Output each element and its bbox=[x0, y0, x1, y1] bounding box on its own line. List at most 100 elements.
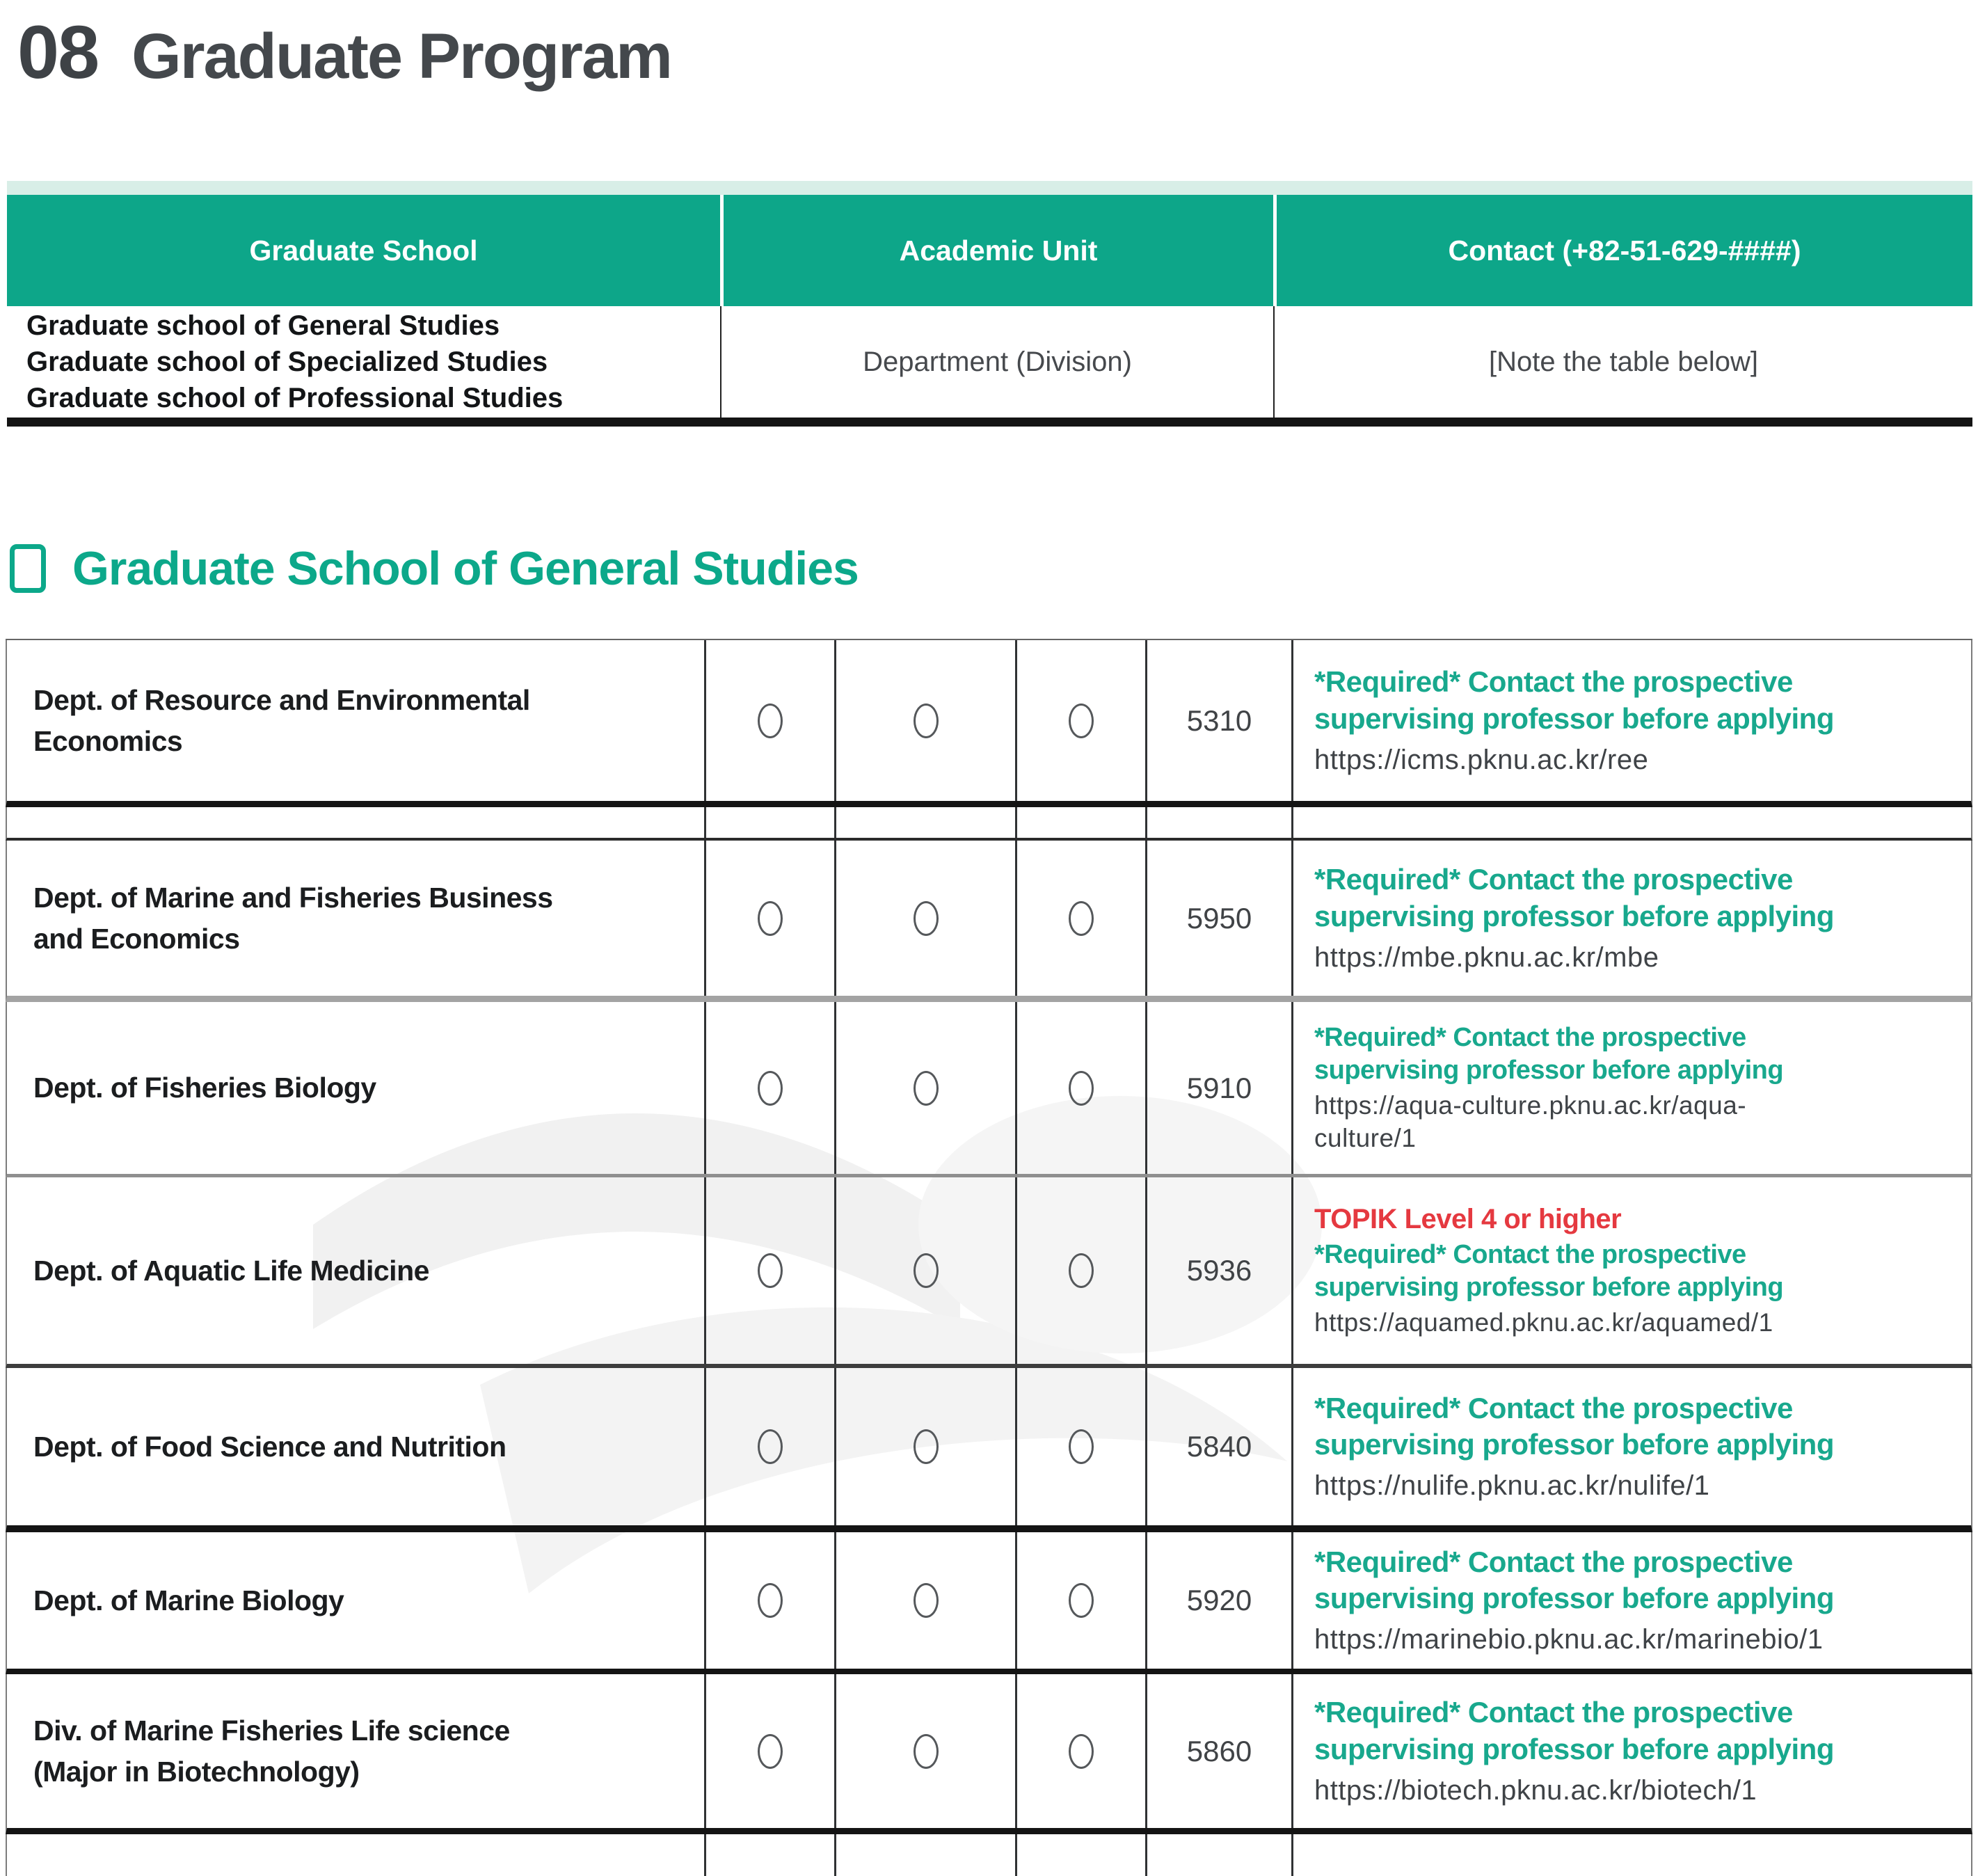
table-row: Dept. of Resource and Environmental Econ… bbox=[6, 640, 1972, 807]
table-row: Dept. of Food Science and Nutrition 5840… bbox=[6, 1368, 1972, 1532]
required-note: *Required* Contact the prospective super… bbox=[1314, 863, 1835, 932]
spacer-row bbox=[6, 807, 1972, 841]
contact-cell: *Required* Contact the prospective super… bbox=[1291, 841, 1971, 996]
circle-mark-icon bbox=[758, 900, 783, 936]
overview-table-header: Graduate School Academic Unit Contact (+… bbox=[7, 195, 1972, 306]
table-row: Dept. of Marine and Fisheries Business a… bbox=[6, 841, 1972, 1002]
availability-cell bbox=[1015, 1177, 1145, 1364]
column-header-academic-unit: Academic Unit bbox=[724, 195, 1273, 306]
required-note: *Required* Contact the prospective super… bbox=[1314, 1545, 1835, 1614]
empty-cell bbox=[704, 1834, 834, 1876]
circle-mark-icon bbox=[1069, 1583, 1094, 1618]
section-number: 08 bbox=[17, 10, 99, 94]
availability-cell bbox=[704, 1532, 834, 1669]
table-row: Dept. of Aquatic Life Medicine 5936 TOPI… bbox=[6, 1177, 1972, 1368]
required-note: *Required* Contact the prospective super… bbox=[1314, 1023, 1784, 1086]
availability-cell bbox=[834, 1674, 1015, 1828]
availability-cell bbox=[834, 1177, 1015, 1364]
circle-mark-icon bbox=[913, 900, 939, 936]
department-name: Div. of Marine Fisheries Life science (M… bbox=[33, 1715, 510, 1788]
availability-cell bbox=[704, 1177, 834, 1364]
section-heading-label: Graduate School of General Studies bbox=[72, 542, 859, 595]
empty-cell bbox=[1291, 807, 1971, 838]
availability-cell bbox=[834, 1002, 1015, 1174]
circle-mark-icon bbox=[758, 703, 783, 738]
section-heading: Graduate School of General Studies bbox=[10, 541, 859, 596]
empty-cell bbox=[1291, 1834, 1971, 1876]
contact-cell: *Required* Contact the prospective super… bbox=[1291, 640, 1971, 801]
availability-cell bbox=[704, 1674, 834, 1828]
phone-extension: 5920 bbox=[1145, 1532, 1291, 1669]
department-name: Dept. of Food Science and Nutrition bbox=[33, 1430, 507, 1463]
column-header-contact: Contact (+82-51-629-####) bbox=[1277, 195, 1972, 306]
phone-extension: 5936 bbox=[1145, 1177, 1291, 1364]
department-name: Dept. of Marine and Fisheries Business a… bbox=[33, 882, 553, 955]
table-row: Dept. of Marine Biology 5920 *Required* … bbox=[6, 1532, 1972, 1674]
department-url: https://aquamed.pknu.ac.kr/aquamed/1 bbox=[1314, 1307, 1773, 1337]
availability-cell bbox=[704, 1368, 834, 1525]
overview-table-row: Graduate school of General Studies Gradu… bbox=[7, 306, 1972, 427]
table-row: Div. of Marine Fisheries Life science (M… bbox=[6, 1674, 1972, 1834]
department-name: Dept. of Marine Biology bbox=[33, 1584, 344, 1616]
circle-mark-icon bbox=[758, 1733, 783, 1769]
circle-mark-icon bbox=[1069, 1429, 1094, 1464]
required-note: *Required* Contact the prospective super… bbox=[1314, 1391, 1835, 1461]
department-name: Dept. of Resource and Environmental Econ… bbox=[33, 684, 530, 757]
contact-cell: *Required* Contact the prospective super… bbox=[1291, 1002, 1971, 1174]
availability-cell bbox=[1015, 1002, 1145, 1174]
empty-cell bbox=[834, 807, 1015, 838]
phone-extension: 5310 bbox=[1145, 640, 1291, 801]
phone-extension: 5910 bbox=[1145, 1002, 1291, 1174]
circle-mark-icon bbox=[1069, 900, 1094, 936]
required-note: *Required* Contact the prospective super… bbox=[1314, 665, 1835, 735]
availability-cell bbox=[834, 640, 1015, 801]
empty-cell bbox=[1015, 1834, 1145, 1876]
graduate-schools-list: Graduate school of General Studies Gradu… bbox=[26, 310, 564, 413]
department-name: Dept. of Aquatic Life Medicine bbox=[33, 1254, 429, 1287]
page-title: 08 Graduate Program bbox=[17, 8, 673, 95]
empty-cell bbox=[1145, 1834, 1291, 1876]
phone-extension: 5860 bbox=[1145, 1674, 1291, 1828]
circle-mark-icon bbox=[913, 1429, 939, 1464]
department-url: https://nulife.pknu.ac.kr/nulife/1 bbox=[1314, 1470, 1710, 1502]
circle-mark-icon bbox=[1069, 1070, 1094, 1106]
availability-cell bbox=[834, 1532, 1015, 1669]
availability-cell bbox=[834, 841, 1015, 996]
availability-cell bbox=[704, 1002, 834, 1174]
contact-cell: *Required* Contact the prospective super… bbox=[1291, 1368, 1971, 1525]
circle-mark-icon bbox=[913, 1583, 939, 1618]
availability-cell bbox=[1015, 1368, 1145, 1525]
department-url: https://biotech.pknu.ac.kr/biotech/1 bbox=[1314, 1774, 1757, 1806]
availability-cell bbox=[1015, 841, 1145, 996]
availability-cell bbox=[1015, 1532, 1145, 1669]
department-url: https://marinebio.pknu.ac.kr/marinebio/1 bbox=[1314, 1624, 1824, 1655]
table-row: Dept. of Fisheries Biology 5910 *Require… bbox=[6, 1002, 1972, 1177]
empty-cell bbox=[1145, 807, 1291, 838]
academic-unit-value: Department (Division) bbox=[720, 306, 1273, 418]
circle-mark-icon bbox=[1069, 1253, 1094, 1288]
circle-mark-icon bbox=[913, 1070, 939, 1106]
department-name: Dept. of Fisheries Biology bbox=[33, 1072, 376, 1104]
empty-cell bbox=[7, 1834, 704, 1876]
circle-mark-icon bbox=[758, 1429, 783, 1464]
empty-cell bbox=[704, 807, 834, 838]
department-url: https://aqua-culture.pknu.ac.kr/aqua- cu… bbox=[1314, 1091, 1747, 1152]
empty-cell bbox=[1015, 807, 1145, 838]
empty-cell bbox=[834, 1834, 1015, 1876]
circle-mark-icon bbox=[913, 703, 939, 738]
circle-mark-icon bbox=[913, 1253, 939, 1288]
empty-cell bbox=[7, 807, 704, 838]
contact-value: [Note the table below] bbox=[1273, 306, 1972, 418]
contact-cell: *Required* Contact the prospective super… bbox=[1291, 1532, 1971, 1669]
circle-mark-icon bbox=[913, 1733, 939, 1769]
topik-requirement: TOPIK Level 4 or higher bbox=[1314, 1203, 1622, 1234]
circle-mark-icon bbox=[758, 1253, 783, 1288]
circle-mark-icon bbox=[758, 1583, 783, 1618]
department-url: https://mbe.pknu.ac.kr/mbe bbox=[1314, 941, 1659, 973]
contact-cell: TOPIK Level 4 or higher *Required* Conta… bbox=[1291, 1177, 1971, 1364]
required-note: *Required* Contact the prospective super… bbox=[1314, 1696, 1835, 1765]
phone-extension: 5840 bbox=[1145, 1368, 1291, 1525]
availability-cell bbox=[1015, 640, 1145, 801]
availability-cell bbox=[704, 640, 834, 801]
availability-cell bbox=[704, 841, 834, 996]
